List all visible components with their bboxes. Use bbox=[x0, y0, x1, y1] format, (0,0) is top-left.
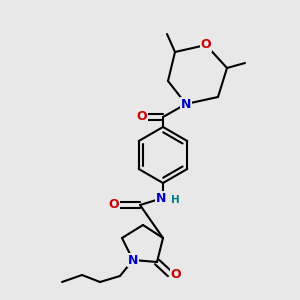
Text: N: N bbox=[156, 191, 166, 205]
Text: N: N bbox=[181, 98, 191, 110]
Text: O: O bbox=[137, 110, 147, 124]
Text: O: O bbox=[109, 199, 119, 212]
Text: O: O bbox=[201, 38, 211, 52]
Text: H: H bbox=[171, 195, 180, 205]
Text: O: O bbox=[171, 268, 181, 281]
Text: N: N bbox=[128, 254, 138, 266]
